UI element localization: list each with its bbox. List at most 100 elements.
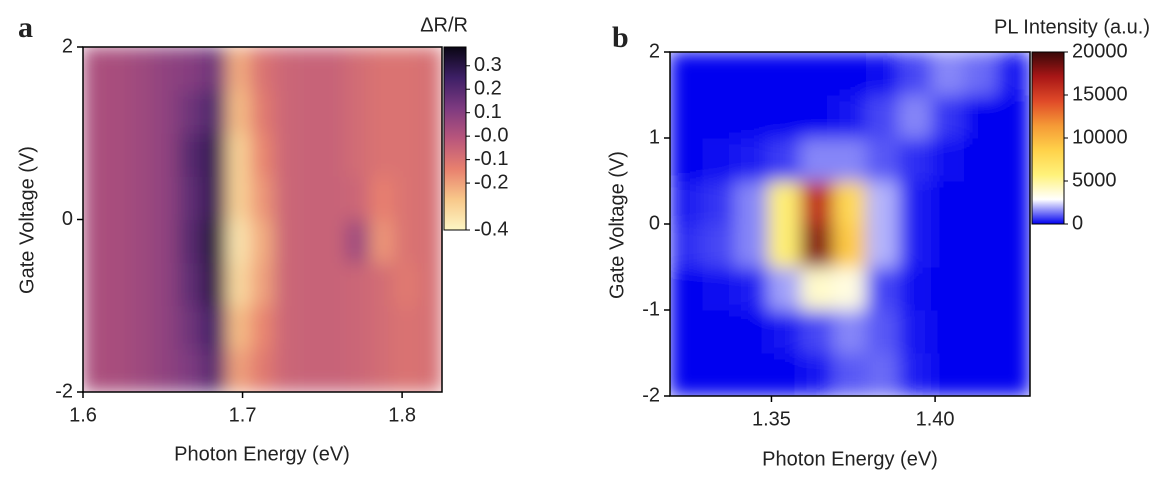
cell: [964, 352, 998, 396]
cell: [202, 47, 228, 91]
colorbar-tick-label: 10000: [1072, 126, 1128, 148]
cell: [345, 219, 371, 264]
cell: [250, 305, 275, 350]
cell: [273, 219, 299, 264]
cell: [767, 352, 802, 396]
cell: [702, 52, 736, 96]
cell: [178, 175, 204, 220]
y-tick-label: 1: [649, 126, 660, 148]
cell: [297, 47, 323, 91]
cell: [417, 219, 442, 264]
y-axis-title: Gate Voltage (V): [16, 146, 38, 294]
cell: [154, 219, 180, 264]
cell: [130, 175, 156, 220]
cell: [321, 89, 347, 134]
y-tick-label: -2: [642, 384, 660, 406]
cell: [931, 94, 966, 139]
cell: [369, 219, 395, 264]
cell: [964, 223, 998, 268]
colorbar-tick-label: -0.1: [474, 148, 508, 170]
cell: [767, 223, 802, 268]
cell: [800, 223, 835, 268]
cell: [297, 348, 323, 392]
cell: [964, 94, 998, 139]
cell: [898, 223, 933, 268]
cell: [767, 137, 802, 182]
cell: [767, 94, 802, 139]
cell: [800, 309, 835, 354]
cell: [393, 47, 419, 91]
cell: [931, 266, 966, 311]
cell: [931, 52, 966, 96]
cell: [106, 175, 132, 220]
cell: [106, 348, 132, 392]
cell: [369, 348, 395, 392]
cell: [800, 352, 835, 396]
cell: [130, 47, 156, 91]
cell: [417, 47, 442, 91]
cell: [202, 89, 228, 134]
cell: [898, 309, 933, 354]
cell: [106, 89, 132, 134]
cell: [393, 175, 419, 220]
cell: [321, 262, 347, 307]
cell: [250, 262, 275, 307]
cell: [964, 266, 998, 311]
cell: [273, 132, 299, 177]
cell: [964, 137, 998, 182]
cell: [202, 132, 228, 177]
panel-label: b: [612, 21, 629, 54]
cell: [83, 47, 108, 91]
cell: [931, 180, 966, 225]
cell: [345, 47, 371, 91]
colorbar-tick-label: -0.0: [474, 124, 508, 146]
cell: [345, 89, 371, 134]
cell: [393, 262, 419, 307]
cell: [83, 175, 108, 220]
cell: [833, 223, 867, 268]
cell: [202, 348, 228, 392]
cell: [931, 137, 966, 182]
cell: [393, 305, 419, 350]
cell: [130, 348, 156, 392]
cell: [297, 305, 323, 350]
x-tick-label: 1.7: [229, 404, 257, 426]
cell: [996, 137, 1030, 182]
cell: [154, 89, 180, 134]
cell: [865, 137, 900, 182]
cell: [178, 262, 204, 307]
x-tick-label: 1.8: [388, 404, 416, 426]
y-tick-label: -1: [642, 298, 660, 320]
cell: [297, 219, 323, 264]
cell: [931, 309, 966, 354]
x-tick-label: 1.35: [752, 408, 791, 430]
cell: [297, 262, 323, 307]
cell: [931, 352, 966, 396]
cell: [202, 175, 228, 220]
cell: [702, 352, 736, 396]
cell: [865, 180, 900, 225]
cell: [154, 47, 180, 91]
cell: [898, 352, 933, 396]
cells: [670, 52, 1030, 396]
cell: [964, 309, 998, 354]
cell: [417, 305, 442, 350]
cell: [767, 266, 802, 311]
cell: [417, 89, 442, 134]
cell: [800, 94, 835, 139]
cell: [833, 309, 867, 354]
cell: [833, 180, 867, 225]
cell: [154, 175, 180, 220]
cell: [154, 262, 180, 307]
cell: [130, 132, 156, 177]
cell: [273, 175, 299, 220]
cell: [702, 137, 736, 182]
cell: [670, 309, 704, 354]
colorbar-tick-label: 0.3: [474, 54, 502, 76]
cell: [345, 305, 371, 350]
cell: [106, 47, 132, 91]
cell: [702, 266, 736, 311]
cell: [393, 132, 419, 177]
cell: [898, 180, 933, 225]
cell: [130, 219, 156, 264]
